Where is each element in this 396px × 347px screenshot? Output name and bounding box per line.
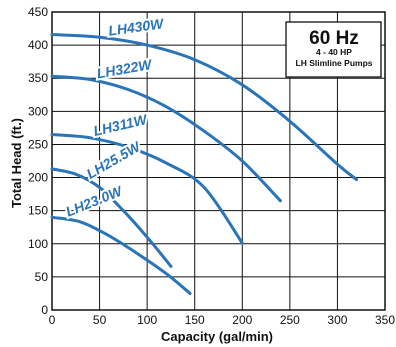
- curve-end-lh25-5w: [169, 264, 173, 268]
- pump-curves: [50, 33, 358, 295]
- x-tick-label: 200: [232, 313, 252, 327]
- curve-lh23-0w: [50, 215, 192, 295]
- y-tick-label: 300: [28, 104, 48, 118]
- curve-lh430w: [50, 33, 358, 181]
- x-tick-label: 250: [280, 313, 300, 327]
- curve-end-lh430w: [354, 178, 358, 182]
- info-box-frame: [285, 21, 382, 78]
- x-tick-label: 100: [137, 313, 157, 327]
- curve-lh322w: [50, 74, 282, 203]
- info-box-series-name: LH Slimline Pumps: [296, 58, 373, 68]
- curve-end-lh23-0w: [188, 291, 192, 295]
- tick-labels: 0 50 100 150 200 250 300 350 0 50 100 150 200 250 300 3…: [28, 5, 395, 327]
- info-box-title: 60 Hz: [309, 28, 359, 49]
- curve-label-lh430w: LH430W: [107, 15, 166, 39]
- y-tick-label: 350: [28, 71, 48, 85]
- x-tick-label: 300: [327, 313, 347, 327]
- info-box-hp-range: 4 - 40 HP: [316, 47, 352, 57]
- y-tick-label: 100: [28, 237, 48, 251]
- plot-frame: [51, 11, 386, 311]
- x-tick-label: 150: [185, 313, 205, 327]
- y-tick-label: 50: [35, 270, 49, 284]
- info-box: 60 Hz 4 - 40 HP LH Slimline Pumps: [285, 21, 382, 78]
- x-tick-label: 0: [49, 313, 56, 327]
- y-tick-label: 0: [41, 303, 48, 317]
- curve-end-lh322w: [278, 199, 282, 203]
- x-tick-label: 50: [93, 313, 107, 327]
- curve-lh311w: [50, 133, 244, 245]
- y-tick-label: 250: [28, 137, 48, 151]
- curve-lh25-5w: [50, 167, 173, 268]
- curve-end-lh311w: [240, 241, 244, 245]
- x-axis-title: Capacity (gal/min): [161, 329, 273, 344]
- x-tick-label: 350: [375, 313, 395, 327]
- y-tick-label: 400: [28, 38, 48, 52]
- y-axis-title: Total Head (ft.): [9, 118, 24, 208]
- y-tick-label: 150: [28, 204, 48, 218]
- y-tick-label: 200: [28, 171, 48, 185]
- y-tick-label: 450: [28, 5, 48, 19]
